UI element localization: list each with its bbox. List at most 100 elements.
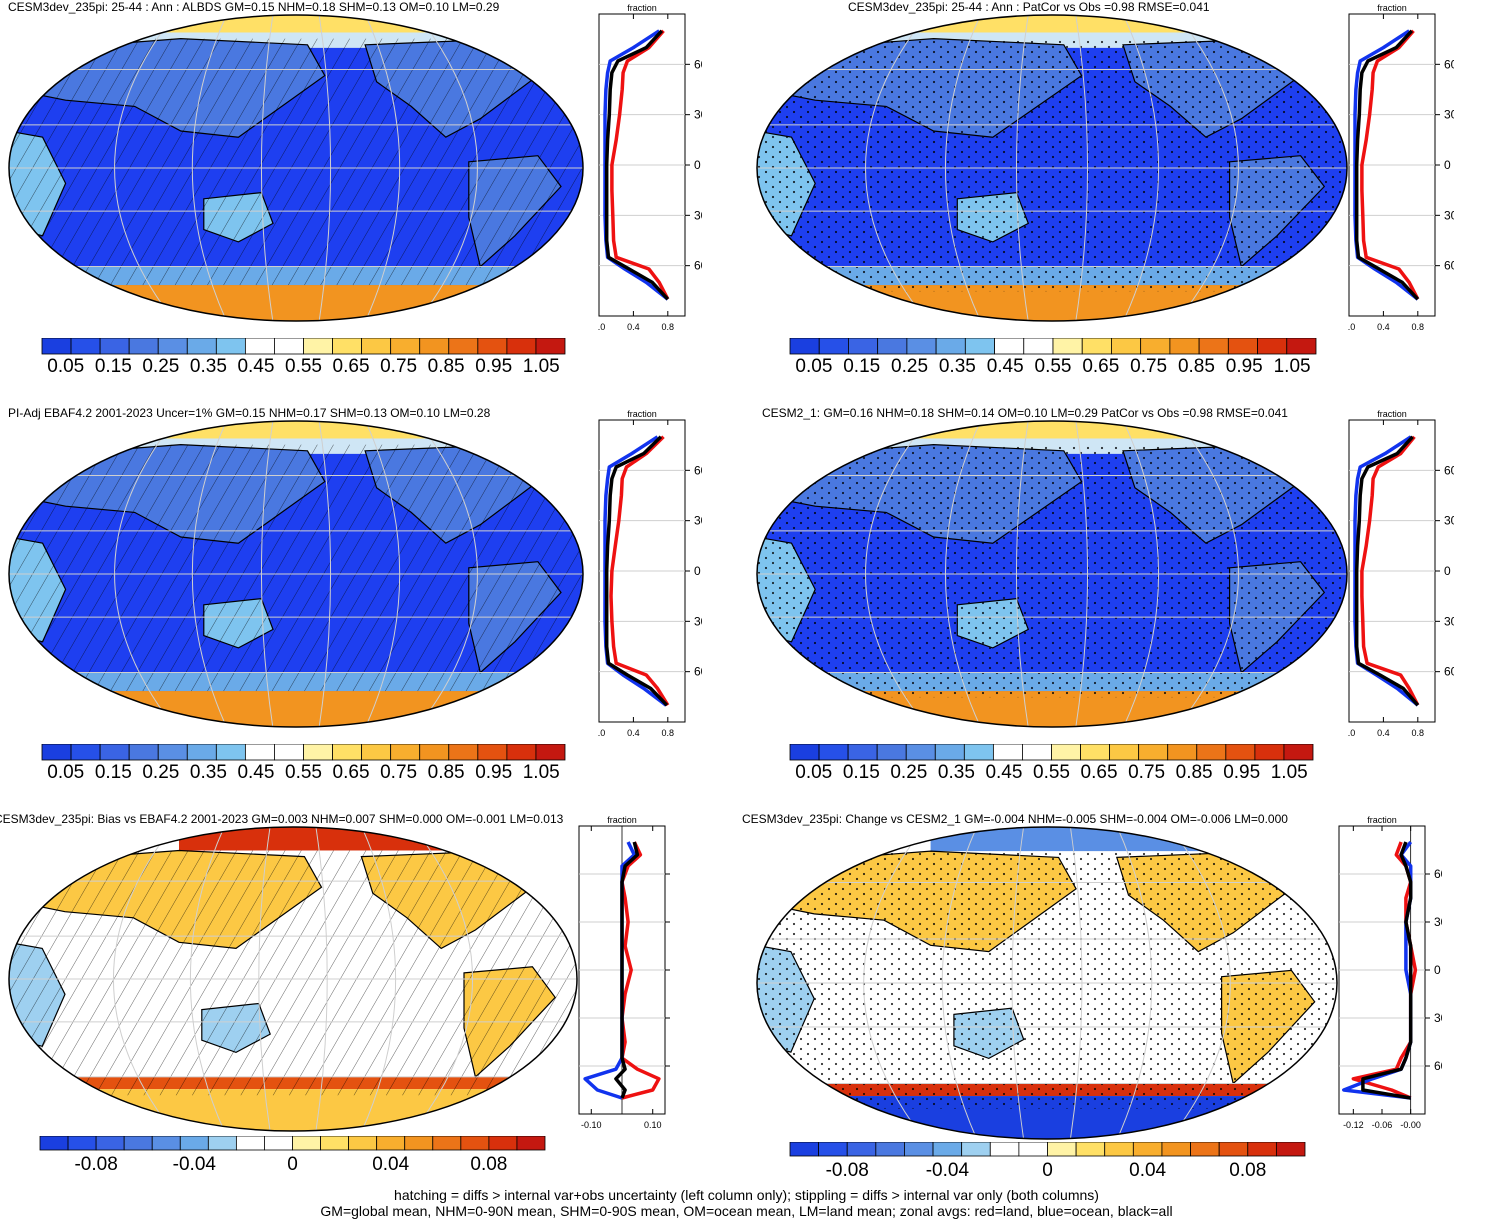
- meridian-line: [1175, 421, 1239, 727]
- colorbar-label: 0.55: [1035, 356, 1072, 377]
- zonal-ytick-label: 0: [1444, 158, 1451, 172]
- meridian-line: [189, 827, 226, 1131]
- colorbar-swatch: [70, 744, 101, 761]
- stipple-overlay: [757, 851, 1337, 1109]
- colorbar-swatch: [992, 744, 1023, 761]
- meridian-line: [865, 15, 929, 321]
- zonal-xtick-label: 0.0: [598, 322, 605, 332]
- colorbar-swatch: [935, 338, 966, 355]
- colorbar-swatch: [157, 338, 188, 355]
- meridian-line: [1011, 827, 1025, 1139]
- colorbar-swatch: [934, 744, 965, 761]
- land-greenland: [1287, 425, 1337, 452]
- colorbar-label: 0.85: [428, 356, 465, 377]
- colorbar: 0.05 0.15 0.25 0.35 0.45 0.55 0.65 0.75 0.85 0.95…: [41, 744, 566, 783]
- colorbar-label: -0.08: [74, 1154, 117, 1175]
- colorbar-label: 0.55: [285, 356, 322, 377]
- zonal-ytick-label: 60S: [1434, 1059, 1442, 1073]
- colorbar-label: 1.05: [1274, 356, 1311, 377]
- zonal-xtick-label: -0.00: [1400, 1120, 1421, 1130]
- colorbar-label: 0.95: [1223, 762, 1260, 783]
- colorbar-swatch: [1138, 744, 1169, 761]
- zonal-xtick-label: 0.8: [662, 322, 675, 332]
- land-greenland: [525, 425, 574, 452]
- colorbar-swatch: [99, 338, 130, 355]
- meridian-line: [412, 827, 474, 1131]
- zonal-xlabel: fraction: [1367, 815, 1397, 825]
- land-greenland: [1287, 19, 1337, 46]
- colorbar-label: 1.05: [523, 762, 560, 783]
- colorbar-swatch: [376, 1136, 406, 1151]
- colorbar-label: 0.45: [237, 762, 274, 783]
- meridian-line: [1175, 15, 1239, 321]
- hatch-overlay: [9, 444, 583, 692]
- colorbar-label: -0.04: [926, 1160, 970, 1181]
- colorbar-swatch: [1161, 1142, 1191, 1157]
- zonal-ytick-label: 0: [1434, 963, 1441, 977]
- colorbar-swatch: [215, 744, 246, 761]
- meridian-line: [1075, 15, 1089, 321]
- meridian-line: [258, 827, 271, 1131]
- map-panel: [756, 826, 1338, 1140]
- meridian-line: [112, 827, 174, 1131]
- colorbar-swatch: [847, 744, 878, 761]
- colorbar-swatch: [1052, 338, 1083, 355]
- colorbar-swatch: [186, 744, 217, 761]
- antarctic-field: [9, 285, 583, 321]
- meridian-line: [1015, 15, 1029, 321]
- colorbar-swatch: [488, 1136, 518, 1151]
- colorbar-label: 0.75: [380, 762, 417, 783]
- colorbar-swatch: [1111, 338, 1142, 355]
- zonal-xtick-label: 0.0: [1348, 728, 1355, 738]
- zonal-ytick-label: 30N: [694, 108, 702, 122]
- zonal-ytick-label: 30S: [1434, 1011, 1442, 1025]
- graticule: [757, 15, 1347, 321]
- colorbar-label: 0: [1042, 1160, 1053, 1181]
- colorbar-swatch: [95, 1136, 125, 1151]
- zonal-series-all: [604, 29, 670, 301]
- panel-title: CESM3dev_235pi: 25-44 : Ann : ALBDS GM=0…: [8, 0, 500, 14]
- meridian-line: [1069, 827, 1083, 1139]
- colorbar-label: 0.25: [142, 762, 179, 783]
- colorbar-swatch: [1051, 744, 1081, 761]
- colorbar-label: 0.08: [1229, 1160, 1266, 1181]
- colorbar-label: 0.65: [1082, 356, 1119, 377]
- colorbar-swatch: [1047, 1142, 1077, 1157]
- map-panel: [756, 420, 1348, 728]
- zonal-xtick-label: 0.4: [627, 728, 640, 738]
- colorbar-swatch: [303, 744, 333, 761]
- colorbar-swatch: [1257, 338, 1288, 355]
- zonal-xtick-label: 0.4: [627, 322, 640, 332]
- colorbar-swatch: [1104, 1142, 1134, 1157]
- colorbar-swatch: [963, 744, 994, 761]
- colorbar-swatch: [348, 1136, 378, 1151]
- colorbar-label: 0.25: [891, 356, 928, 377]
- colorbar-swatch: [961, 1142, 991, 1157]
- colorbar-label: 0.95: [1226, 356, 1263, 377]
- colorbar-label: 0.35: [938, 762, 975, 783]
- colorbar-swatch: [904, 1142, 934, 1157]
- meridian-line: [364, 421, 401, 727]
- land-greenland: [525, 19, 574, 46]
- colorbar-label: 0.45: [987, 356, 1024, 377]
- map-border: [8, 14, 584, 322]
- colorbar-label: 1.05: [1271, 762, 1308, 783]
- meridian-line: [416, 421, 478, 727]
- colorbar-label: 0.05: [47, 762, 84, 783]
- zonal-ytick-label: 60S: [694, 665, 702, 679]
- colorbar-swatch: [1140, 338, 1171, 355]
- colorbar-swatch: [1167, 744, 1198, 761]
- zonal-xtick-label: -0.12: [1343, 1120, 1364, 1130]
- colorbar-swatch: [818, 338, 849, 355]
- graticule: [9, 421, 583, 727]
- meridian-line: [1122, 15, 1159, 321]
- hatch-overlay: [9, 850, 577, 1096]
- zonal-profile: 60N 30N 0 30S 60S 0.0 0.4 0.8 fraction: [598, 409, 702, 738]
- colorbar-label: -0.04: [173, 1154, 217, 1175]
- graticule: [757, 421, 1347, 727]
- colorbar-swatch: [179, 1136, 209, 1151]
- colorbar-swatch: [1218, 1142, 1249, 1157]
- colorbar-label: 0.25: [890, 762, 927, 783]
- colorbar-swatch: [128, 338, 159, 355]
- colorbar-swatch: [1081, 338, 1112, 355]
